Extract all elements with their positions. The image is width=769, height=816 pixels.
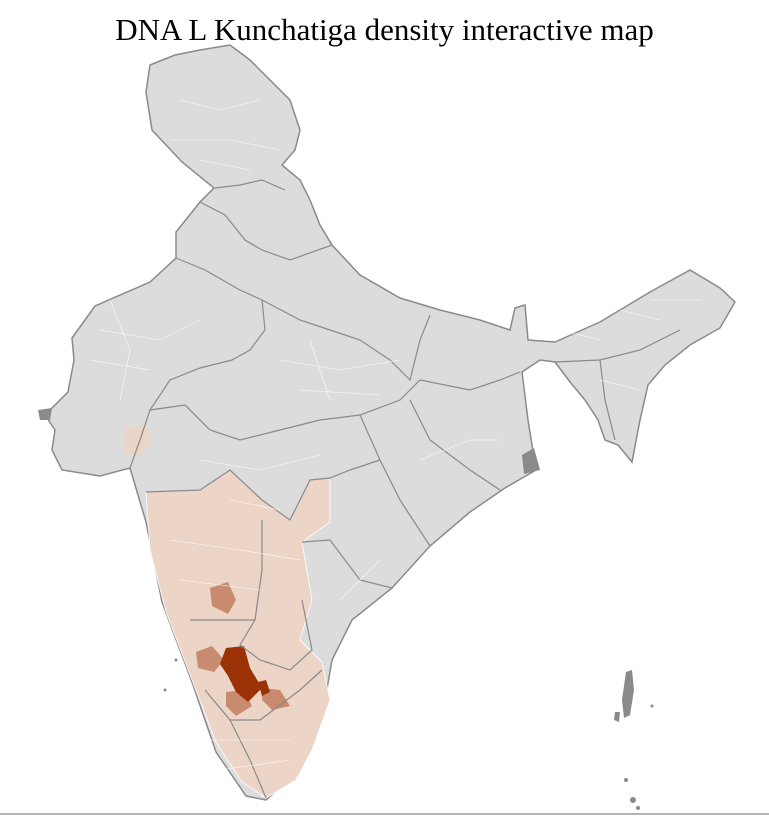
region-high-1[interactable] (220, 646, 262, 702)
kutch-gulf (38, 408, 52, 420)
andaman-nicobar-islands[interactable] (614, 670, 654, 810)
map-title: DNA L Kunchatiga density interactive map (115, 12, 654, 47)
region-medium-2[interactable] (196, 646, 224, 672)
region-high-2[interactable] (258, 680, 270, 696)
region-medium-4[interactable] (262, 688, 290, 710)
region-low-density-gujarat[interactable] (124, 425, 152, 456)
district-borders (89, 99, 700, 771)
state-borders (129, 179, 681, 799)
sundarbans (522, 448, 540, 474)
lakshadweep-islands[interactable] (163, 658, 178, 692)
region-medium-1[interactable] (210, 582, 236, 614)
density-regions (124, 425, 331, 799)
